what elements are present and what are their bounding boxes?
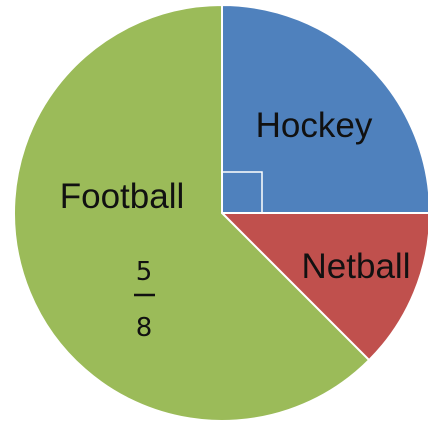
pie-slice-football: [13, 3, 371, 422]
right-angle-marker: [221, 171, 263, 214]
pie-slices: [13, 3, 428, 422]
pie-slice-hockey: [221, 3, 428, 214]
label-hockey: Hockey: [256, 106, 373, 145]
fraction-numerator: 5: [136, 257, 153, 287]
label-football: Football: [60, 177, 185, 216]
pie-slice-netball: [219, 212, 428, 362]
fraction-denominator: 8: [136, 313, 153, 343]
label-netball: Netball: [302, 247, 411, 286]
